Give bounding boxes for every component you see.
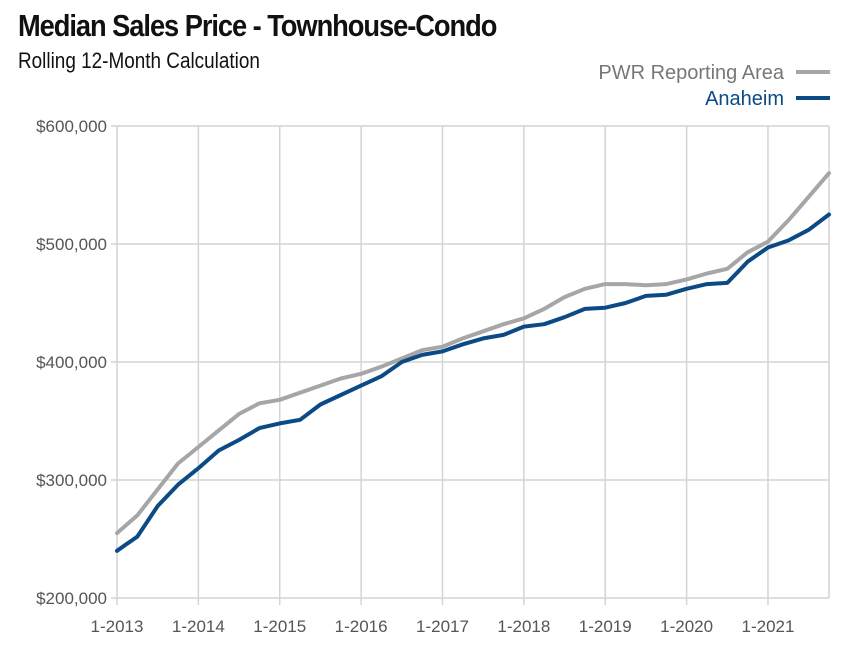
x-tick-label: 1-2020 [660, 617, 713, 636]
legend-label-1: Anaheim [705, 88, 784, 110]
legend-label-0: PWR Reporting Area [598, 62, 785, 84]
series-layer [115, 171, 831, 553]
y-tick-label: $300,000 [36, 471, 107, 490]
x-tick-label: 1-2014 [172, 617, 225, 636]
x-tick-label: 1-2017 [416, 617, 469, 636]
series-line-1 [115, 212, 831, 553]
x-tick-label: 1-2019 [579, 617, 632, 636]
x-tick-label: 1-2013 [91, 617, 144, 636]
x-tick-label: 1-2015 [253, 617, 306, 636]
y-tick-label: $600,000 [36, 117, 107, 136]
chart-subtitle: Rolling 12-Month Calculation [18, 48, 260, 73]
y-tick-label: $400,000 [36, 353, 107, 372]
y-tick-label: $500,000 [36, 235, 107, 254]
x-tick-label: 1-2016 [335, 617, 388, 636]
chart-title: Median Sales Price - Townhouse-Condo [18, 8, 497, 43]
y-tick-label: $200,000 [36, 589, 107, 608]
legend: PWR Reporting Area Anaheim [598, 62, 830, 110]
x-tick-label: 1-2021 [742, 617, 795, 636]
series-line-0 [115, 171, 831, 536]
x-tick-label: 1-2018 [497, 617, 550, 636]
grid-layer [111, 125, 830, 605]
axis-layer: $200,000 $300,000 $400,000 $500,000 $600,000… [36, 117, 794, 636]
